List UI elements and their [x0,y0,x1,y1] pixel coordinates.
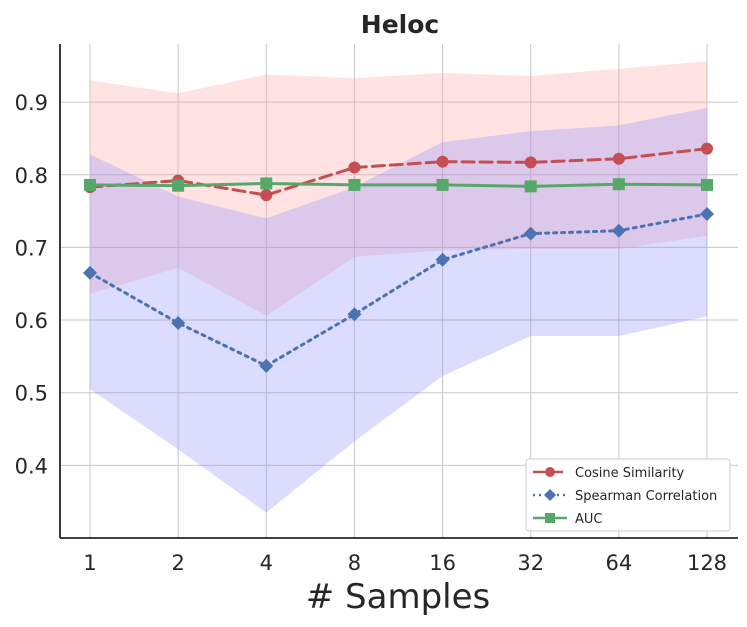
spearman-correlation-point [171,315,186,330]
spearman-correlation-point [347,307,362,322]
y-tick-label: 0.4 [15,454,48,478]
x-tick-label: 1 [83,551,96,575]
cosine-similarity-point [260,189,273,202]
spearman-correlation-band [90,107,707,513]
auc-point [84,178,96,191]
y-tick-label: 0.9 [15,91,48,115]
series-lines [88,147,709,368]
x-axis-title: # Samples [306,577,491,617]
spearman-correlation-legend-marker [544,489,556,501]
cosine-similarity-point [524,156,537,169]
auc-point [524,180,537,193]
axes [59,44,738,539]
cosine-similarity-legend-marker [545,467,555,477]
confidence-bands [90,61,707,513]
auc-point [260,177,273,190]
spearman-correlation-point [700,206,714,221]
auc-line [88,181,709,188]
legend-frame [525,458,731,532]
spearman-correlation-line [88,212,709,368]
auc-point [436,178,449,191]
auc-legend-marker [545,513,555,523]
auc-point [348,178,361,191]
cosine-similarity-band [90,61,707,316]
auc-point [701,178,713,191]
y-tick-label: 0.6 [15,309,48,333]
tick-labels: 0.4 0.5 0.6 0.7 0.8 0.9 1 2 4 8 16 32 64 128 [15,91,727,575]
x-tick-label: 2 [171,551,184,575]
series-markers [83,142,714,373]
cosine-similarity-legend-label: Cosine Similarity [575,466,685,481]
spearman-correlation-point [611,223,626,238]
x-tick-label: 64 [605,551,632,575]
y-tick-label: 0.8 [15,164,48,188]
spearman-correlation-legend-label: Spearman Correlation [575,489,717,504]
spearman-correlation-point [83,265,97,280]
x-tick-label: 4 [260,551,273,575]
y-tick-label: 0.5 [15,382,48,406]
y-tick-label: 0.7 [15,236,48,260]
legend: Cosine Similarity Spearman Correlation AUC [525,458,731,532]
x-tick-label: 16 [429,551,456,575]
auc-point [172,179,185,192]
legend-items: Cosine Similarity Spearman Correlation AUC [533,466,717,527]
cosine-similarity-line [88,147,709,197]
x-tick-label: 8 [348,551,361,575]
auc-legend-label: AUC [575,512,603,527]
chart-title: Heloc [361,10,439,39]
x-tick-label: 128 [687,551,727,575]
spearman-correlation-point [435,252,450,267]
cosine-similarity-point [436,155,449,168]
cosine-similarity-point [612,152,625,165]
spearman-correlation-point [259,358,274,373]
x-tick-label: 32 [517,551,544,575]
auc-point [612,178,625,191]
spearman-correlation-point [523,226,538,241]
cosine-similarity-point [348,161,361,174]
cosine-similarity-point [701,142,713,155]
